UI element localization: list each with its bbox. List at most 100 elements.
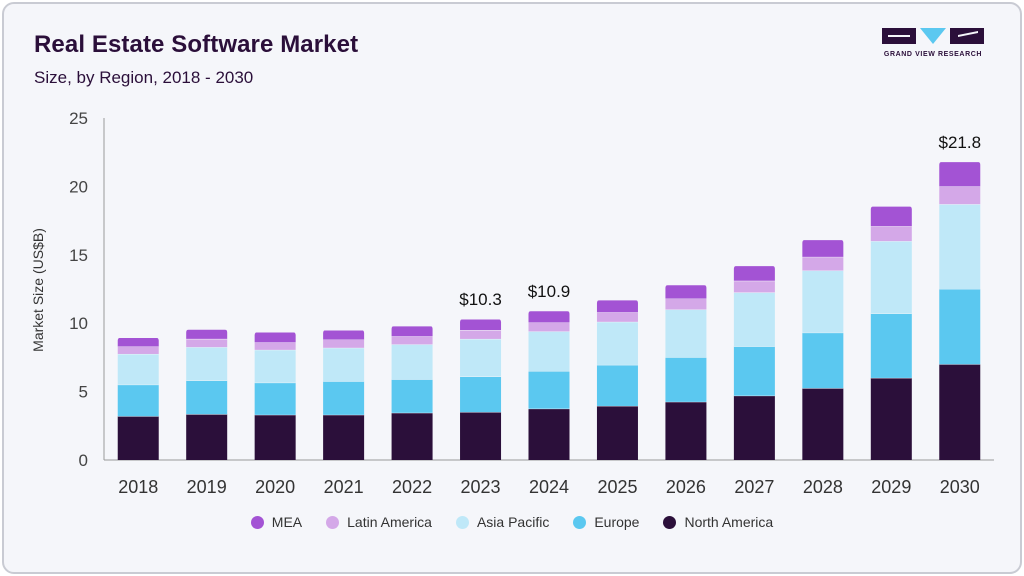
bar-segment [528,371,570,409]
x-tick-label: 2029 [871,477,911,497]
x-tick-label: 2027 [734,477,774,497]
x-axis: 2018 2019 2020 2021 2022 2023 2024 2025 2026 2027… [118,133,981,497]
data-label: $10.9 [528,282,571,301]
legend-label: North America [684,514,774,530]
legend-label: Europe [594,514,640,530]
bar-segment [460,376,502,413]
bar-segment [323,414,365,460]
bar-segment [186,329,228,339]
bar-segment [460,319,502,331]
bar-segment [117,353,159,385]
x-tick-label: 2019 [187,477,227,497]
chart-legend: MEA Latin America Asia Pacific Europe North … [0,514,1024,530]
x-tick-label: 2021 [324,477,364,497]
bar-segment [733,265,775,281]
bar-segment [391,325,433,337]
y-tick-label: 10 [69,314,88,333]
bar-segment [391,336,433,345]
bar-segment [323,330,365,340]
bar-segment [870,226,912,242]
bar-segment [323,347,365,382]
logo-mark-icon [882,28,984,44]
legend-item: Asia Pacific [455,514,550,530]
bar-segment [802,332,844,389]
y-axis-label: Market Size (US$B) [30,228,46,352]
bar-segment [460,412,502,460]
bar-segment [596,364,638,406]
legend-swatch [455,515,469,529]
bar-segment [939,204,981,289]
bar-segment [186,347,228,381]
x-tick-label: 2022 [392,477,432,497]
bar-segment [802,270,844,333]
y-tick-label: 15 [69,246,88,265]
y-tick-label: 5 [79,383,88,402]
chart-title: Real Estate Software Market [34,31,359,58]
grand-view-research-logo: GRAND VIEW RESEARCH [882,24,984,64]
x-tick-label: 2020 [255,477,295,497]
legend-item: Europe [573,514,639,530]
bar-segment [939,186,981,205]
legend-label: Asia Pacific [476,514,550,530]
legend-swatch [250,515,264,529]
bar-segment [939,364,981,460]
data-label: $21.8 [938,133,981,152]
bar-segment [596,312,638,322]
bar-segment [323,381,365,415]
bar-segment [528,310,570,323]
legend-swatch [326,515,340,529]
bar-segment [254,349,296,383]
x-tick-label: 2030 [940,477,980,497]
legend-label: Latin America [347,514,432,530]
bars [117,161,981,460]
legend-item: North America [663,514,773,530]
x-tick-label: 2026 [666,477,706,497]
bar-segment [733,346,775,396]
logo-text: GRAND VIEW RESEARCH [883,51,983,58]
bar-segment [254,342,296,350]
x-tick-label: 2028 [803,477,843,497]
legend-label: MEA [271,514,303,530]
bar-segment [117,346,159,354]
y-tick-label: 25 [69,109,88,128]
bar-segment [665,357,707,402]
bar-segment [665,401,707,460]
y-tick-label: 20 [69,177,88,196]
bar-segment [460,330,502,339]
bar-segment [870,377,912,460]
bar-segment [733,280,775,293]
bar-segment [665,284,707,299]
bar-segment [733,395,775,460]
legend-item: Latin America [326,514,432,530]
bar-segment [870,241,912,314]
bar-segment [870,206,912,227]
legend-item: MEA [250,514,303,530]
bar-segment [391,412,433,460]
legend-swatch [663,515,677,529]
bar-segment [665,298,707,310]
bar-segment [939,289,981,365]
bar-segment [596,321,638,365]
bar-segment [323,339,365,348]
bar-segment [186,338,228,348]
bar-segment [117,416,159,460]
chart-subtitle: Size, by Region, 2018 - 2030 [34,68,254,87]
bar-segment [802,256,844,271]
bar-segment [596,405,638,460]
bar-segment [117,337,159,347]
bar-segment [939,161,981,187]
data-label: $10.3 [459,290,502,309]
bar-segment [254,332,296,343]
bar-segment [391,344,433,380]
bar-segment [528,408,570,460]
y-tick-label: 0 [79,451,88,470]
bar-segment [117,384,159,417]
bar-segment [733,292,775,347]
x-tick-label: 2023 [461,477,501,497]
bar-segment [802,239,844,257]
bar-segment [460,338,502,377]
bar-segment [870,313,912,378]
bar-segment [802,388,844,460]
